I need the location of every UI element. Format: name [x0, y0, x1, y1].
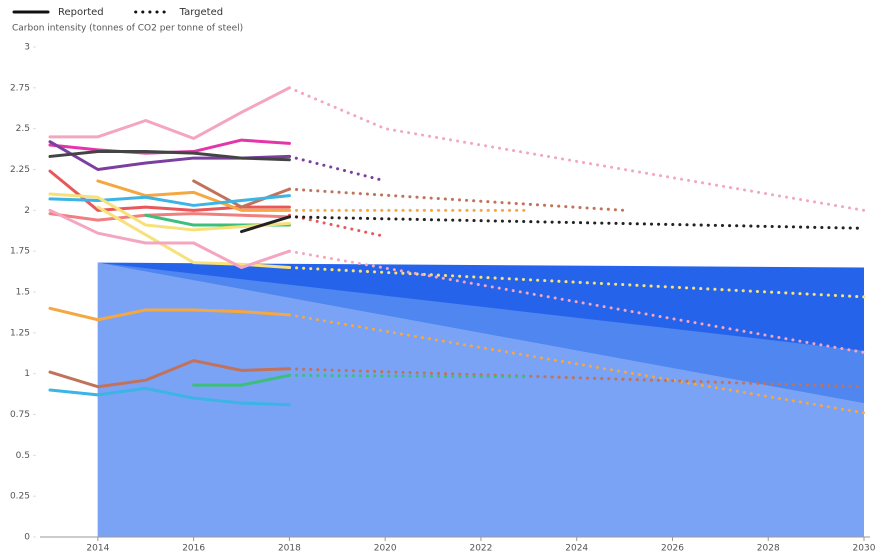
line-dotted	[287, 215, 866, 230]
y-tick-label: 2.75	[10, 83, 30, 93]
line-dotted	[287, 213, 387, 238]
line-solid	[48, 140, 291, 171]
line-solid	[48, 386, 291, 407]
line-solid	[48, 169, 291, 212]
y-tick-label: 3	[24, 43, 30, 53]
line-dotted	[287, 154, 387, 183]
y-tick-label: 1	[24, 369, 30, 379]
y-tick-label: 2.5	[16, 124, 30, 134]
x-tick-label: 2024	[565, 544, 588, 552]
line-dotted	[287, 187, 627, 212]
line-solid	[192, 373, 291, 387]
line-solid	[48, 359, 291, 389]
line-solid	[48, 192, 291, 232]
line-solid	[192, 179, 291, 209]
x-tick-label: 2020	[374, 544, 397, 552]
y-tick-label: 0.5	[16, 451, 30, 461]
y-tick-label: 1.25	[10, 328, 30, 338]
line-solid	[48, 212, 291, 222]
y-tick-label: 1.75	[10, 247, 30, 257]
y-tick-label: 1.5	[16, 288, 30, 298]
x-tick-label: 2016	[182, 544, 205, 552]
line-solid	[48, 208, 291, 269]
line-solid	[240, 215, 291, 234]
line-solid	[48, 150, 291, 162]
y-tick-label: 2.25	[10, 165, 30, 175]
x-tick-label: 2028	[757, 544, 780, 552]
y-tick-label: 0.25	[10, 492, 30, 502]
legend-label: Reported	[58, 7, 104, 18]
y-tick-label: 0	[24, 533, 30, 543]
line-dotted	[287, 313, 866, 415]
area	[97, 262, 865, 537]
y-tick-label: 0.75	[10, 410, 30, 420]
y-axis-label: Carbon intensity (tonnes of CO2 per tonn…	[12, 24, 243, 34]
x-tick-label: 2018	[278, 544, 301, 552]
line-dotted	[287, 249, 866, 354]
x-tick-label: 2014	[86, 544, 109, 552]
y-tick-label: 2	[24, 206, 30, 216]
x-tick-label: 2026	[661, 544, 684, 552]
line-solid	[48, 194, 291, 207]
x-tick-label: 2022	[469, 544, 492, 552]
line-dotted	[287, 373, 531, 379]
x-tick-label: 2030	[853, 544, 876, 552]
line-solid	[96, 179, 291, 212]
line-solid	[96, 205, 291, 269]
line-solid	[48, 306, 291, 322]
legend-label: Targeted	[179, 7, 223, 18]
line-solid	[48, 86, 291, 140]
line-dotted	[287, 86, 866, 212]
